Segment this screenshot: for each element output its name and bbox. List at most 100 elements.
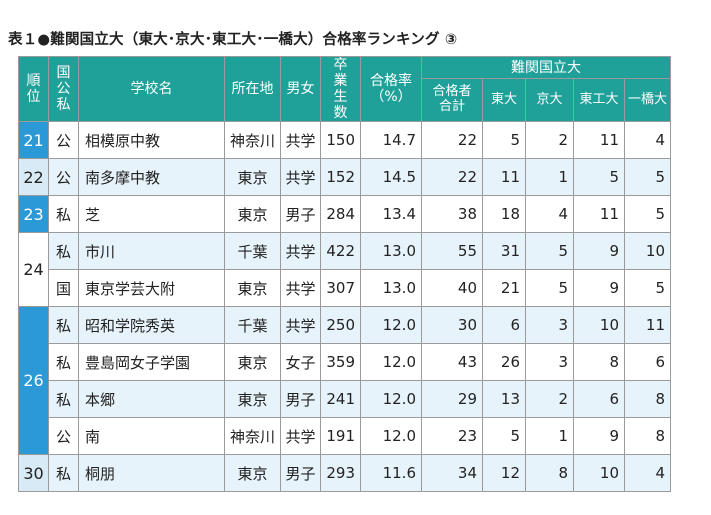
type-cell: 私 [48, 454, 79, 493]
location-cell: 神奈川 [224, 121, 281, 160]
hitotsubashi-cell: 5 [624, 269, 671, 308]
header-rate: 合格率（%） [360, 55, 422, 123]
location-cell: 東京 [224, 380, 281, 419]
todai-cell: 21 [482, 269, 526, 308]
kyodai-cell: 8 [525, 454, 574, 493]
rate-cell: 13.4 [360, 195, 422, 234]
tokodai-cell: 9 [573, 269, 625, 308]
table-row: 26 私昭和学院秀英 千葉 共学 250 12.0 30 6 3 10 11 [18, 306, 671, 456]
todai-cell: 26 [482, 343, 526, 382]
header-type: 国公私 [48, 55, 79, 123]
table-row: 22 公南多摩中教 東京 共学 152 14.5 22 11 1 5 5 [18, 158, 671, 197]
type-cell: 公 [48, 158, 79, 197]
todai-cell: 13 [482, 380, 526, 419]
grads-cell: 191 [320, 417, 361, 456]
type-cell: 公 [48, 121, 79, 160]
tokodai-cell: 5 [573, 158, 625, 197]
location-cell: 千葉 [224, 232, 281, 271]
rank-cell: 21 [18, 121, 49, 160]
rate-cell: 12.0 [360, 417, 422, 456]
school-name-cell: 南多摩中教 [78, 158, 225, 197]
rank-cell: 30 [18, 454, 49, 493]
total-cell: 22 [421, 158, 483, 197]
kyodai-cell: 4 [525, 195, 574, 234]
location-cell: 東京 [224, 269, 281, 308]
tokodai-cell: 11 [573, 121, 625, 160]
kyodai-cell: 2 [525, 121, 574, 160]
header-hitotsubashi: 一橋大 [624, 78, 671, 123]
rank-cell: 22 [18, 158, 49, 197]
tokodai-cell: 11 [573, 195, 625, 234]
school-name-cell: 桐朋 [78, 454, 225, 493]
grads-cell: 152 [320, 158, 361, 197]
rate-cell: 12.0 [360, 306, 422, 345]
school-name-cell: 市川 [78, 232, 225, 271]
type-cell: 国 [48, 269, 79, 308]
gender-cell: 共学 [280, 269, 321, 308]
rate-cell: 13.0 [360, 269, 422, 308]
todai-cell: 5 [482, 417, 526, 456]
hitotsubashi-cell: 11 [624, 306, 671, 345]
header-grads: 卒業生数 [320, 55, 361, 123]
type-cell: 公 [48, 417, 79, 456]
type-cell: 私 [48, 232, 79, 271]
total-cell: 38 [421, 195, 483, 234]
rank-cell: 24 [18, 232, 49, 308]
todai-cell: 5 [482, 121, 526, 160]
location-cell: 東京 [224, 195, 281, 234]
school-name-cell: 豊島岡女子学園 [78, 343, 225, 382]
table-row: 国東京学芸大附 東京 共学 307 13.0 40 21 5 9 5 [19, 269, 671, 308]
header-todai: 東大 [482, 78, 526, 123]
school-name-cell: 南 [78, 417, 225, 456]
type-cell: 私 [48, 306, 79, 345]
grads-cell: 241 [320, 380, 361, 419]
hitotsubashi-cell: 4 [624, 121, 671, 160]
school-name-cell: 東京学芸大附 [78, 269, 225, 308]
school-name-cell: 相模原中教 [78, 121, 225, 160]
todai-cell: 6 [482, 306, 526, 345]
kyodai-cell: 1 [525, 158, 574, 197]
gender-cell: 共学 [280, 232, 321, 271]
grads-cell: 359 [320, 343, 361, 382]
tokodai-cell: 10 [573, 306, 625, 345]
total-cell: 30 [421, 306, 483, 345]
school-name-cell: 昭和学院秀英 [78, 306, 225, 345]
todai-cell: 11 [482, 158, 526, 197]
table-body: 21 公相模原中教 神奈川 共学 150 14.7 22 5 2 11 4 22 公南多摩中教 東京 共学 1… [18, 121, 671, 493]
gender-cell: 共学 [280, 158, 321, 197]
gender-cell: 男子 [280, 380, 321, 419]
table-row: 私本郷 東京 男子 241 12.0 29 13 2 6 8 [19, 380, 671, 419]
table-row: 30 私桐朋 東京 男子 293 11.6 34 12 8 10 4 [18, 454, 671, 493]
header-school: 学校名 [78, 55, 225, 123]
rate-cell: 14.5 [360, 158, 422, 197]
rate-cell: 14.7 [360, 121, 422, 160]
hitotsubashi-cell: 8 [624, 380, 671, 419]
rate-cell: 12.0 [360, 380, 422, 419]
rate-cell: 11.6 [360, 454, 422, 493]
kyodai-cell: 5 [525, 232, 574, 271]
header-group: 難関国立大 [421, 55, 671, 80]
total-cell: 55 [421, 232, 483, 271]
kyodai-cell: 5 [525, 269, 574, 308]
school-name-cell: 本郷 [78, 380, 225, 419]
table-title: 表１●難関国立大（東大･京大･東工大･一橋大）合格率ランキング ③ [8, 32, 458, 48]
hitotsubashi-cell: 10 [624, 232, 671, 271]
rate-cell: 12.0 [360, 343, 422, 382]
table-row: 24 私市川 千葉 共学 422 13.0 55 31 5 9 10 [18, 232, 671, 308]
grads-cell: 150 [320, 121, 361, 160]
hitotsubashi-cell: 6 [624, 343, 671, 382]
gender-cell: 女子 [280, 343, 321, 382]
kyodai-cell: 2 [525, 380, 574, 419]
gender-cell: 男子 [280, 454, 321, 493]
table-row: 公南神奈川 共学 191 12.0 23 5 1 9 8 [19, 417, 671, 456]
kyodai-cell: 1 [525, 417, 574, 456]
school-name-cell: 芝 [78, 195, 225, 234]
grads-cell: 307 [320, 269, 361, 308]
type-cell: 私 [48, 343, 79, 382]
tokodai-cell: 10 [573, 454, 625, 493]
location-cell: 東京 [224, 343, 281, 382]
rate-cell: 13.0 [360, 232, 422, 271]
todai-cell: 31 [482, 232, 526, 271]
kyodai-cell: 3 [525, 343, 574, 382]
tokodai-cell: 8 [573, 343, 625, 382]
